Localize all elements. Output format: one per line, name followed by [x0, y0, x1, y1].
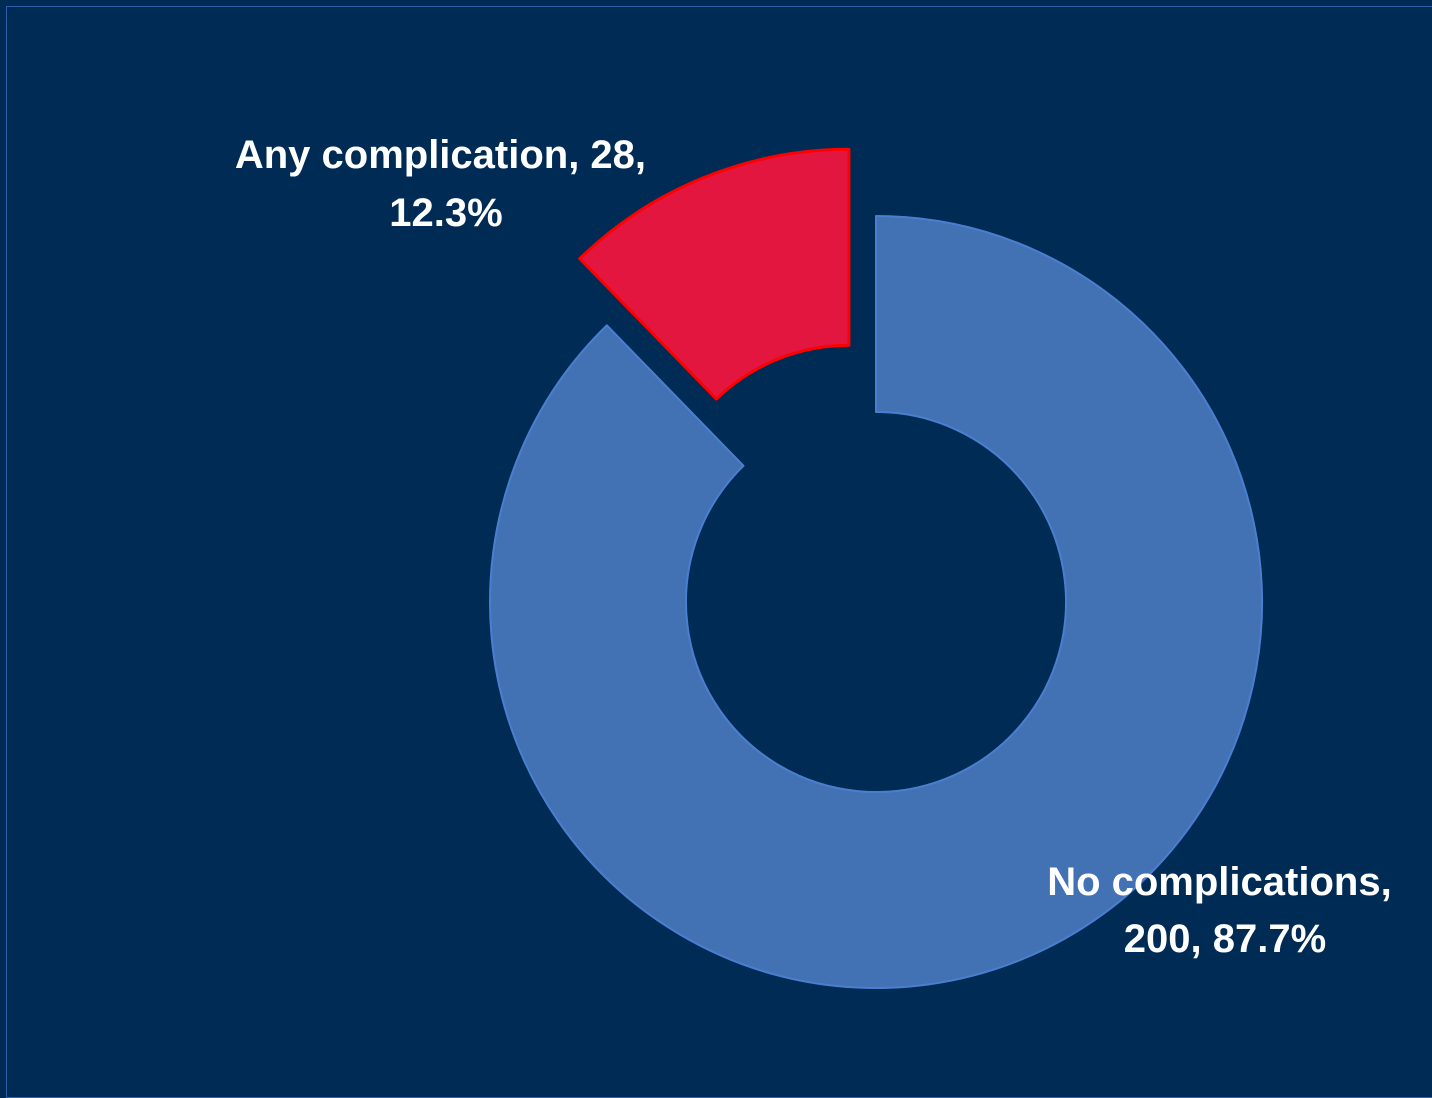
data-label-any-complication-line2: 12.3%	[389, 191, 502, 235]
data-label-any-complication-line1: Any complication, 28,	[235, 133, 646, 177]
data-label-no-complications: No complications, 200, 87.7%	[1047, 860, 1403, 961]
donut-slices	[489, 147, 1263, 989]
data-label-any-complication: Any complication, 28, 12.3%	[235, 133, 657, 235]
data-label-no-complications-line2: 200, 87.7%	[1124, 917, 1326, 961]
donut-slice-no-complications	[489, 215, 1263, 989]
donut-slice-any-complication	[578, 147, 851, 401]
data-label-no-complications-line1: No complications,	[1047, 860, 1392, 904]
